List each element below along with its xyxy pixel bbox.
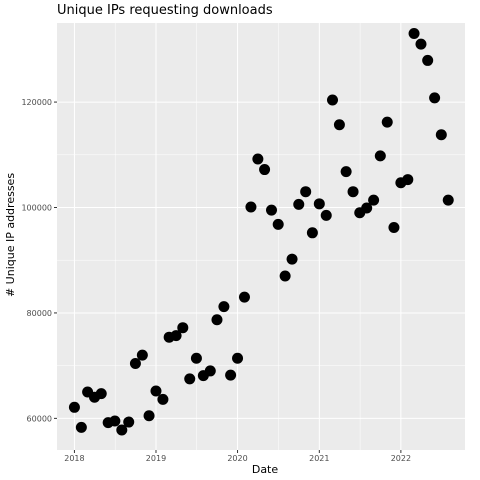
data-point [320, 209, 332, 221]
data-point [204, 365, 216, 377]
data-points [68, 28, 454, 436]
data-point [211, 314, 223, 326]
data-point [109, 415, 121, 427]
data-point [374, 150, 386, 162]
data-point [150, 385, 162, 397]
data-point [415, 38, 427, 50]
data-point [238, 291, 250, 303]
data-point [340, 166, 352, 178]
data-point [347, 186, 359, 198]
data-point [177, 322, 189, 334]
x-tick-label: 2018 [64, 454, 84, 463]
grid-lines [57, 23, 465, 450]
data-point [259, 164, 271, 176]
data-point [68, 401, 80, 413]
data-point [435, 129, 447, 141]
data-point [123, 416, 135, 428]
data-point [402, 174, 414, 186]
x-axis-title: Date [252, 463, 279, 476]
data-point [313, 198, 325, 210]
data-point [368, 194, 380, 206]
x-tick-label: 2020 [227, 454, 247, 463]
y-axis: 60000 80000 100000 120000 [21, 98, 57, 423]
data-point [293, 198, 305, 210]
data-point [75, 421, 87, 433]
data-point [306, 227, 318, 239]
data-point [333, 119, 345, 131]
data-point [300, 186, 312, 198]
data-point [157, 393, 169, 405]
data-point [408, 28, 420, 40]
y-tick-label: 60000 [27, 414, 52, 423]
data-point [170, 330, 182, 342]
data-point [116, 424, 128, 436]
data-point [266, 204, 278, 216]
data-point [272, 218, 284, 230]
chart-title: Unique IPs requesting downloads [57, 3, 273, 18]
data-point [388, 222, 400, 234]
data-point [429, 92, 441, 104]
data-point [136, 349, 148, 361]
y-tick-label: 80000 [27, 309, 52, 318]
y-tick-label: 120000 [21, 98, 52, 107]
data-point [129, 358, 141, 370]
data-point [190, 352, 202, 364]
data-point [95, 388, 107, 400]
data-point [245, 201, 257, 213]
data-point [143, 410, 155, 422]
data-point [252, 153, 264, 165]
x-tick-label: 2019 [146, 454, 166, 463]
plot-panel [57, 23, 465, 450]
data-point [218, 301, 230, 313]
data-point [286, 253, 298, 265]
data-point [381, 116, 393, 128]
x-axis: 2018 2019 2020 2021 2022 [64, 450, 411, 463]
data-point [232, 352, 244, 364]
data-point [184, 373, 196, 385]
data-point [442, 194, 454, 206]
data-point [327, 94, 339, 106]
y-axis-title: # Unique IP addresses [4, 173, 17, 297]
data-point [279, 270, 291, 282]
data-point [361, 202, 373, 214]
data-point [225, 369, 237, 381]
x-tick-label: 2022 [391, 454, 411, 463]
x-tick-label: 2021 [309, 454, 329, 463]
y-tick-label: 100000 [21, 204, 52, 213]
data-point [422, 54, 434, 66]
